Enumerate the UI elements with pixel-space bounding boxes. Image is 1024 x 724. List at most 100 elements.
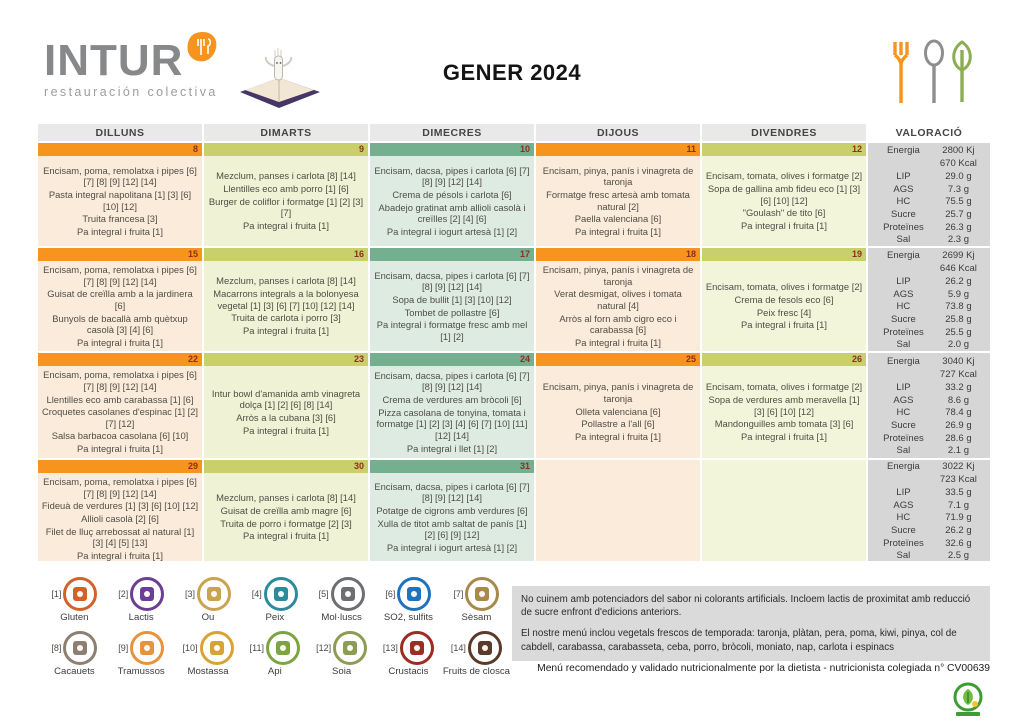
day-number: 16: [353, 249, 364, 259]
menu-item: Allioli casolà [2] [6]: [81, 512, 159, 524]
menu-cell-day-11: 11 Encisam, pinya, panís i vinagreta de t…: [536, 143, 700, 246]
nutrition-label: Sal: [896, 550, 911, 562]
nutrition-value: 78.4 g: [945, 407, 972, 419]
menu-items: Encisam, pinya, panís i vinagreta de tar…: [536, 156, 700, 246]
day-number: 8: [192, 144, 198, 154]
day-strip: 23: [204, 353, 368, 366]
nutrition-value: 75.5 g: [945, 196, 972, 208]
allergen-label: Tramussos: [117, 666, 165, 677]
column-header-2: DIMARTS: [204, 124, 368, 141]
nutrition-row: Proteïnes 26.3 g: [874, 222, 984, 233]
nutrition-row: HC 73.8 g: [874, 301, 984, 312]
allergen-number: [9]: [118, 643, 129, 653]
menu-item: Encisam, dacsa, pipes i carlota [6] [7] …: [374, 164, 530, 188]
allergen-glyph: [209, 641, 224, 655]
nutrition-value: 26.2 g: [945, 524, 972, 536]
menu-cell-empty: [702, 460, 866, 561]
intur-logo-text: INTUR: [44, 36, 184, 85]
menu-cell-day-23: 23 Intur bowl d'amanida amb vinagreta dol…: [204, 353, 368, 458]
allergen-icon-row: [7]: [453, 577, 500, 611]
allergen-label: Ou: [201, 612, 215, 623]
allergen-label: Mostassa: [187, 666, 229, 677]
menu-item: Pasta integral napolitana [1] [3] [6] [1…: [48, 188, 192, 212]
menu-item: Paella valenciana [6]: [574, 213, 662, 225]
nutrition-value: 25.8 g: [945, 313, 972, 325]
nutrition-label: LIP: [896, 486, 911, 498]
nutrition-row: Energia 3022 Kj: [874, 461, 984, 472]
allergen-so2-sulfits: [6] SO2, sulfits: [376, 577, 441, 623]
menu-items: Encisam, tomata, olives i formatge [2] So…: [702, 156, 866, 246]
nutrition-value: 25.5 g: [945, 326, 972, 338]
day-strip: 22: [38, 353, 202, 366]
menu-items: Encisam, tomata, olives i formatge [2] Cr…: [702, 261, 866, 351]
allergen-glyph-dot: [413, 645, 420, 651]
menu-item: Salsa barbacoa casolana [6] [10]: [51, 430, 189, 442]
nutrition-label: Energia: [887, 145, 920, 157]
menu-item: Encisam, pinya, panís i vinagreta de tar…: [542, 164, 694, 188]
allergen-icon-row: [14]: [451, 631, 502, 665]
allergen-glyph: [207, 587, 221, 601]
nutrition-label: HC: [896, 512, 911, 524]
menu-item: Pa integral i iogurt artesà [1] [2]: [386, 225, 518, 237]
menu-cell-day-16: 16 Mezclum, panses i carlota [8] [14] Maca…: [204, 248, 368, 351]
menu-item: Crema de pésols i carlota [6]: [392, 188, 512, 200]
menu-item: Mezclum, panses i carlota [8] [14]: [216, 275, 356, 287]
nutrition-label: Energia: [887, 356, 920, 368]
note-no-additives: No cuinem amb potenciadors del sabor ni …: [521, 594, 971, 619]
day-strip: 9: [204, 143, 368, 156]
day-strip: 17: [370, 248, 534, 261]
nutrition-row: Sal 2.1 g: [874, 445, 984, 456]
nutrition-row: LIP 29.0 g: [874, 171, 984, 182]
menu-item: Pa integral i formatge fresc amb mel [1]…: [376, 319, 528, 342]
allergen-icon-row: [11]: [250, 631, 300, 665]
nutrition-value: 73.8 g: [945, 301, 972, 313]
notes-box: No cuinem amb potenciadors del sabor ni …: [512, 586, 990, 661]
allergen-icon: [265, 631, 300, 665]
menu-item: Pa integral i iogurt artesà [1] [2]: [386, 541, 518, 553]
day-strip: 15: [38, 248, 202, 261]
day-number: 19: [851, 249, 862, 259]
menu-item: Encisam, pinya, panís i vinagreta de tar…: [542, 264, 694, 287]
nutrition-value: 670 Kcal: [939, 158, 977, 170]
menu-item: Abadejo gratinat amb allioli casolà i cr…: [378, 201, 526, 225]
allergen-number: [10]: [182, 643, 198, 653]
day-number: 22: [187, 354, 198, 364]
allergen-mostassa: [10] Mostassa: [176, 631, 241, 677]
menu-items: Encisam, poma, remolatxa i pipes [6] [7]…: [38, 156, 202, 246]
column-header-5: DIVENDRES: [702, 124, 866, 141]
menu-item: Pa integral i fruita [1]: [575, 225, 661, 237]
intur-logo-subtitle: restauración colectiva: [44, 84, 218, 99]
nutrition-certification-logo: [952, 682, 984, 723]
nutrition-row: Proteïnes 32.6 g: [874, 538, 984, 549]
menu-item: Pizza casolana de tonyina, tomata i form…: [376, 406, 528, 441]
menu-grid: DILLUNS DIMARTS DIMECRES DIJOUS DIVENDRES VAL…: [38, 124, 990, 561]
nutrition-label: AGS: [893, 183, 914, 195]
menu-item: Peix fresc [4]: [756, 306, 812, 318]
allergen-number: [14]: [450, 643, 466, 653]
cutlery-icons: [882, 36, 978, 123]
menu-item: Encisam, dacsa, pipes i carlota [6] [7] …: [374, 269, 530, 293]
menu-cell-day-9: 9 Mezclum, panses i carlota [8] [14] Llent…: [204, 143, 368, 246]
intur-logo: INTUR restauración colectiva: [44, 32, 218, 99]
allergen-glyph: [409, 641, 424, 655]
allergen-icon: [130, 631, 165, 665]
nutrition-row: LIP 33.5 g: [874, 487, 984, 498]
allergen-glyph: [340, 587, 355, 601]
allergen-glyph: [140, 587, 155, 601]
page-title: GENER 2024: [442, 60, 582, 85]
menu-item: Pa integral i fruita [1]: [243, 530, 329, 542]
nutrition-label: HC: [896, 407, 911, 419]
menu-item: Encisam, pinya, panís i vinagreta de tar…: [542, 381, 694, 405]
menu-item: Encisam, tomata, olives i formatge [2]: [705, 281, 863, 293]
allergen-glyph-dot: [344, 591, 351, 597]
day-number: 26: [851, 354, 862, 364]
menu-cell-day-31: 31 Encisam, dacsa, pipes i carlota [6] [7…: [370, 460, 534, 561]
nutrition-label: [874, 474, 933, 485]
allergen-glyph: [73, 641, 88, 655]
menu-item: Pa integral i fruita [1]: [77, 443, 163, 455]
nutrition-label: AGS: [893, 394, 914, 406]
allergen-glyph: [73, 587, 88, 601]
menu-item: Pollastre a l'all [6]: [581, 418, 655, 430]
allergen-icon-row: [5]: [319, 577, 365, 611]
day-number: 11: [686, 144, 696, 154]
